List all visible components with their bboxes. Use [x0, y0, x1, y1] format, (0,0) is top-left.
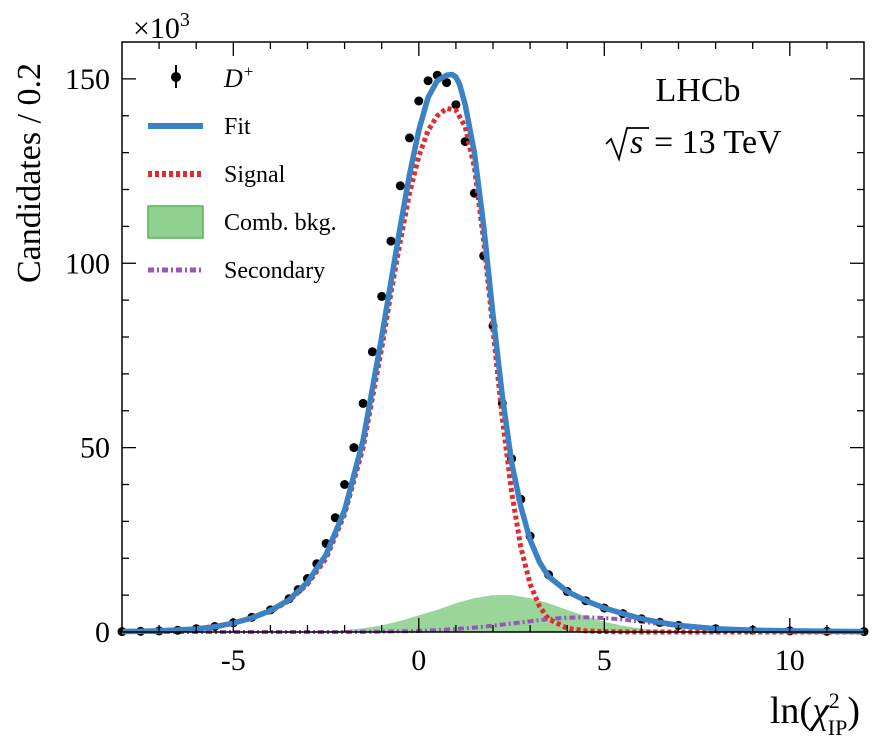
y-exponent-label: ×103 [133, 9, 190, 45]
legend-label-data: D+ [223, 62, 254, 93]
data-point [377, 291, 387, 301]
legend-label-signal: Signal [224, 162, 286, 188]
x-tick-label: 10 [775, 644, 805, 677]
legend-label-fit: Fit [224, 114, 251, 140]
series-comb-bkg-area [122, 595, 864, 632]
data-point [330, 513, 340, 523]
data-point [349, 443, 359, 453]
series-secondary-line [122, 615, 865, 634]
data-point-marker [377, 291, 387, 301]
data-point [442, 78, 452, 88]
x-axis-label: ln(χ2 IP) [770, 688, 860, 739]
data-point [367, 347, 377, 357]
data-point-marker [414, 96, 424, 106]
x-tick-label: 0 [411, 644, 426, 677]
energy-sqrt-arg: s [630, 124, 643, 161]
data-point-marker [367, 347, 377, 357]
data-point [405, 133, 414, 143]
legend-data-marker [171, 72, 181, 82]
data-point-marker [330, 513, 340, 523]
y-axis-label: Candidates / 0.2 [11, 63, 48, 283]
data-point-marker [340, 480, 350, 489]
series-fit-line [121, 71, 865, 635]
data-point-marker [423, 76, 433, 86]
data-point-marker [386, 236, 396, 246]
data-point-marker [358, 398, 368, 408]
legend-entry-signal: Signal [148, 162, 286, 188]
energy-value: = 13 TeV [654, 124, 782, 161]
legend-label-comb: Comb. bkg. [224, 210, 337, 236]
y-tick-label: 50 [80, 432, 110, 465]
data-point-marker [442, 78, 452, 88]
data-point [386, 236, 396, 246]
legend-comb-swatch [147, 205, 204, 239]
data-point-marker [395, 181, 405, 191]
data-point-marker [349, 443, 359, 453]
experiment-label: LHCb [656, 72, 741, 109]
data-point [358, 398, 368, 408]
y-tick-label: 0 [95, 616, 110, 649]
data-point [414, 96, 424, 106]
x-tick-label: 5 [597, 644, 612, 677]
legend-label-secondary: Secondary [224, 258, 325, 284]
legend-entry-fit: Fit [148, 114, 251, 140]
legend-entry-secondary: Secondary [148, 258, 325, 284]
energy-label: s = 13 TeV [605, 124, 782, 162]
legend: D+ Fit Signal Comb. bkg. Secondary [147, 62, 337, 284]
data-point [423, 76, 433, 86]
y-tick-label: 100 [65, 247, 110, 280]
x-tick-label: -5 [221, 644, 246, 677]
y-exponent-power: 3 [180, 9, 190, 31]
data-point [340, 480, 350, 489]
sqrt-symbol [605, 127, 649, 162]
data-point-marker [451, 100, 461, 110]
data-point-marker [405, 133, 414, 143]
data-point [395, 181, 405, 191]
y-tick-label: 150 [65, 63, 110, 96]
legend-entry-comb: Comb. bkg. [147, 205, 337, 239]
legend-entry-data: D+ [171, 62, 254, 93]
data-point [451, 100, 461, 110]
